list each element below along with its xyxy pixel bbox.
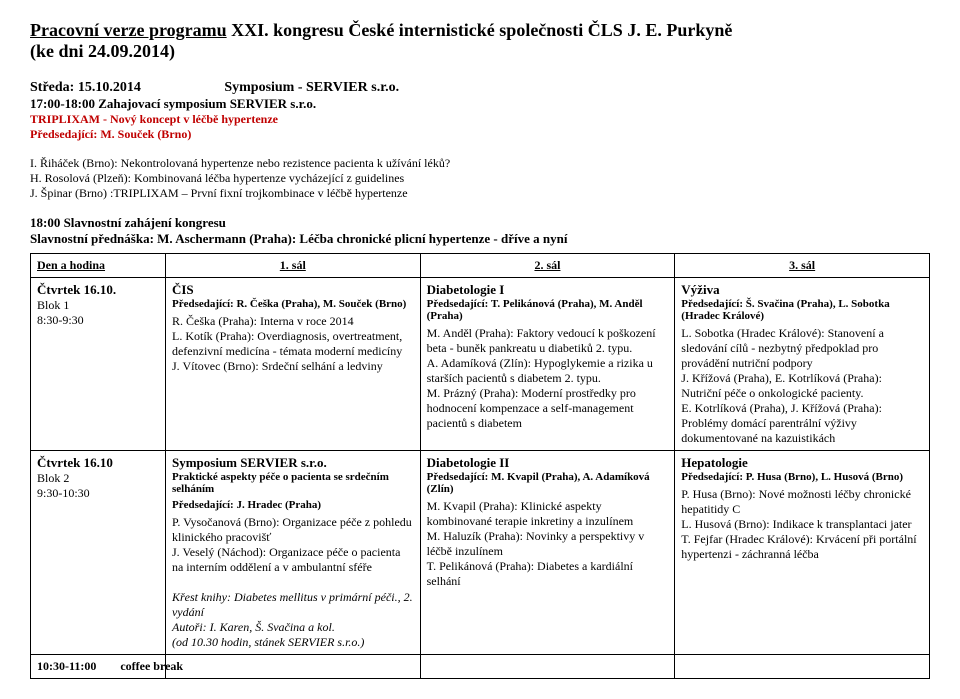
day-cell: Čtvrtek 16.10 Blok 2 9:30-10:30 [31,451,166,655]
title-rest: XXI. kongresu České internistické společ… [227,20,733,40]
block-title: Diabetologie I [427,282,669,298]
title-underline: Pracovní verze programu [30,20,227,40]
block-title: Výživa [681,282,923,298]
empty-cell [420,655,675,679]
row-time: 8:30-9:30 [37,313,159,328]
row-day: Čtvrtek 16.10 [37,455,159,471]
talk-line: M. Anděl (Praha): Faktory vedoucí k pošk… [427,326,669,356]
talk-line: L. Kotík (Praha): Overdiagnosis, overtre… [172,329,414,359]
note-line: Křest knihy: Diabetes mellitus v primárn… [172,590,414,620]
doc-title: Pracovní verze programu XXI. kongresu Če… [30,20,930,41]
block-chair: Předsedající: R. Češka (Praha), M. Souče… [172,298,414,310]
table-row: Čtvrtek 16.10. Blok 1 8:30-9:30 ČIS Před… [31,278,930,451]
block-title: ČIS [172,282,414,298]
table-header-row: Den a hodina 1. sál 2. sál 3. sál [31,254,930,278]
talk-line: T. Fejfar (Hradec Králové): Krvácení při… [681,532,923,562]
talk-line: M. Kvapil (Praha): Klinické aspekty komb… [427,499,669,529]
talk-line: M. Prázný (Praha): Moderní prostředky pr… [427,386,669,431]
day-cell: Čtvrtek 16.10. Blok 1 8:30-9:30 [31,278,166,451]
talk-line: J. Špinar (Brno) :TRIPLIXAM – První fixn… [30,186,930,201]
sal3-cell: Výživa Předsedající: Š. Svačina (Praha),… [675,278,930,451]
talk-line: P. Husa (Brno): Nové možnosti léčby chro… [681,487,923,517]
talk-line: R. Češka (Praha): Interna v roce 2014 [172,314,414,329]
session-topic: TRIPLIXAM - Nový koncept v léčbě hyperte… [30,112,930,127]
session-chair: Předsedající: M. Souček (Brno) [30,127,930,142]
block-title: Symposium SERVIER s.r.o. [172,455,414,471]
title-date: (ke dni 24.09.2014) [30,41,930,62]
talk-line: J. Vítovec (Brno): Srdeční selhání a led… [172,359,414,374]
hdr-sal2: 2. sál [420,254,675,278]
block-chair: Předsedající: P. Husa (Brno), L. Husová … [681,471,923,483]
schedule-table: Den a hodina 1. sál 2. sál 3. sál Čtvrte… [30,253,930,679]
talk-line: J. Křížová (Praha), E. Kotrlíková (Praha… [681,371,923,401]
empty-cell [675,655,930,679]
talk-line: L. Sobotka (Hradec Králové): Stanovení a… [681,326,923,371]
talk-line: P. Vysočanová (Brno): Organizace péče z … [172,515,414,545]
talk-line: I. Řiháček (Brno): Nekontrolovaná hypert… [30,156,930,171]
sal2-cell: Diabetologie II Předsedající: M. Kvapil … [420,451,675,655]
talk-line: A. Adamíková (Zlín): Hypoglykemie a rizi… [427,356,669,386]
talk-line: J. Veselý (Náchod): Organizace péče o pa… [172,545,414,575]
hdr-sal1: 1. sál [165,254,420,278]
block-subtitle: Praktické aspekty péče o pacienta se srd… [172,471,414,495]
block-title: Hepatologie [681,455,923,471]
block-chair: Předsedající: J. Hradec (Praha) [172,499,414,511]
opening-line: Slavnostní přednáška: M. Aschermann (Pra… [30,231,930,247]
day-label: Středa: 15.10.2014 [30,80,141,95]
row-day: Čtvrtek 16.10. [37,282,159,298]
talk-line: T. Pelikánová (Praha): Diabetes a kardiá… [427,559,669,589]
sal1-cell: ČIS Předsedající: R. Češka (Praha), M. S… [165,278,420,451]
empty-cell [165,655,420,679]
block-chair: Předsedající: Š. Svačina (Praha), L. Sob… [681,298,923,322]
hdr-sal3: 3. sál [675,254,930,278]
block-chair: Předsedající: M. Kvapil (Praha), A. Adam… [427,471,669,495]
break-cell: 10:30-11:00 coffee break [31,655,166,679]
talk-line: L. Husová (Brno): Indikace k transplanta… [681,517,923,532]
sal2-cell: Diabetologie I Předsedající: T. Pelikáno… [420,278,675,451]
row-block: Blok 1 [37,298,159,313]
row-time: 9:30-10:30 [37,486,159,501]
day-line: Středa: 15.10.2014 Symposium - SERVIER s… [30,80,930,96]
table-row: Čtvrtek 16.10 Blok 2 9:30-10:30 Symposiu… [31,451,930,655]
talk-line: H. Rosolová (Plzeň): Kombinovaná léčba h… [30,171,930,186]
note-line: (od 10.30 hodin, stánek SERVIER s.r.o.) [172,635,414,650]
sal1-cell: Symposium SERVIER s.r.o. Praktické aspek… [165,451,420,655]
session-time: 17:00-18:00 Zahajovací symposium SERVIER… [30,96,930,112]
block-title: Diabetologie II [427,455,669,471]
opening-line: 18:00 Slavnostní zahájení kongresu [30,215,930,231]
sal3-cell: Hepatologie Předsedající: P. Husa (Brno)… [675,451,930,655]
symposium-label: Symposium - SERVIER s.r.o. [224,80,399,96]
talk-line: M. Haluzík (Praha): Novinky a perspektiv… [427,529,669,559]
block-chair: Předsedající: T. Pelikánová (Praha), M. … [427,298,669,322]
table-row: 10:30-11:00 coffee break [31,655,930,679]
hdr-day: Den a hodina [31,254,166,278]
note-line: Autoři: I. Karen, Š. Svačina a kol. [172,620,414,635]
talk-line: E. Kotrlíková (Praha), J. Křížová (Praha… [681,401,923,446]
row-block: Blok 2 [37,471,159,486]
